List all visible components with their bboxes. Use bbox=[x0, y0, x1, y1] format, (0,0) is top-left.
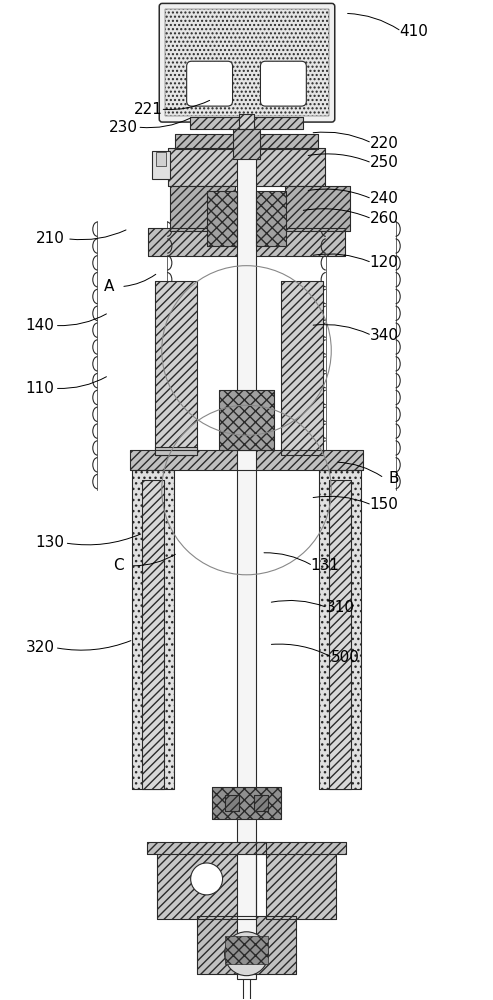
Bar bbox=[157, 844, 256, 919]
Text: 410: 410 bbox=[399, 24, 428, 39]
Bar bbox=[170, 186, 235, 231]
Bar bbox=[147, 842, 266, 854]
Circle shape bbox=[225, 932, 268, 976]
Bar bbox=[168, 148, 325, 186]
Bar bbox=[157, 844, 256, 919]
Text: 120: 120 bbox=[370, 255, 398, 270]
Text: 310: 310 bbox=[325, 600, 354, 615]
Bar bbox=[156, 152, 166, 166]
Bar bbox=[319, 470, 361, 789]
Bar bbox=[225, 795, 239, 811]
Bar bbox=[256, 842, 346, 854]
Bar bbox=[233, 129, 260, 159]
Bar bbox=[256, 191, 286, 246]
Bar bbox=[175, 134, 318, 149]
Bar bbox=[282, 281, 323, 455]
Bar bbox=[190, 117, 303, 129]
Text: 240: 240 bbox=[370, 191, 398, 206]
Bar bbox=[285, 186, 350, 231]
Bar bbox=[175, 134, 318, 149]
Text: 150: 150 bbox=[370, 497, 398, 512]
Bar bbox=[148, 228, 345, 256]
Bar bbox=[130, 450, 363, 470]
Bar bbox=[155, 447, 197, 455]
Bar bbox=[254, 795, 268, 811]
Bar bbox=[155, 281, 197, 455]
Text: 220: 220 bbox=[370, 136, 398, 151]
Text: 320: 320 bbox=[26, 640, 55, 655]
Text: 500: 500 bbox=[330, 650, 359, 665]
Bar bbox=[319, 470, 361, 789]
Text: B: B bbox=[389, 471, 399, 486]
Bar bbox=[285, 186, 350, 231]
Bar bbox=[237, 146, 256, 979]
Bar bbox=[142, 480, 164, 789]
Text: A: A bbox=[104, 279, 114, 294]
Bar bbox=[207, 191, 237, 246]
Circle shape bbox=[191, 863, 222, 895]
Bar bbox=[211, 787, 282, 819]
Bar bbox=[218, 390, 275, 450]
Text: 210: 210 bbox=[35, 231, 64, 246]
Text: 140: 140 bbox=[26, 318, 54, 333]
Bar bbox=[266, 844, 336, 919]
Bar bbox=[239, 114, 254, 129]
Text: 221: 221 bbox=[134, 102, 163, 117]
Text: 110: 110 bbox=[26, 381, 54, 396]
Text: C: C bbox=[113, 558, 124, 573]
Bar bbox=[132, 470, 174, 789]
Bar bbox=[132, 470, 174, 789]
Bar bbox=[329, 480, 351, 789]
Bar bbox=[155, 281, 197, 455]
Text: 340: 340 bbox=[370, 328, 399, 343]
Bar bbox=[148, 228, 345, 256]
Text: 250: 250 bbox=[370, 155, 398, 170]
Text: 230: 230 bbox=[109, 120, 138, 135]
Bar bbox=[225, 936, 268, 964]
Bar bbox=[218, 390, 275, 450]
Bar bbox=[147, 842, 266, 854]
Bar bbox=[254, 795, 268, 811]
Bar bbox=[282, 281, 323, 455]
FancyBboxPatch shape bbox=[260, 61, 306, 106]
Bar bbox=[266, 844, 336, 919]
Bar bbox=[130, 450, 363, 470]
Bar bbox=[239, 114, 254, 129]
Bar bbox=[211, 787, 282, 819]
Bar bbox=[142, 480, 164, 789]
Bar bbox=[207, 191, 237, 246]
Bar bbox=[256, 191, 286, 246]
FancyBboxPatch shape bbox=[159, 3, 335, 122]
FancyBboxPatch shape bbox=[187, 61, 233, 106]
Bar bbox=[225, 795, 239, 811]
Bar bbox=[256, 842, 346, 854]
Bar bbox=[170, 186, 235, 231]
Bar bbox=[168, 148, 325, 186]
Bar bbox=[190, 117, 303, 129]
Bar bbox=[329, 480, 351, 789]
Bar bbox=[197, 916, 296, 974]
Text: 260: 260 bbox=[370, 211, 399, 226]
Bar bbox=[152, 151, 170, 179]
Bar bbox=[165, 9, 329, 116]
Bar bbox=[197, 916, 296, 974]
Bar bbox=[233, 129, 260, 159]
Text: 131: 131 bbox=[311, 558, 340, 573]
Text: 130: 130 bbox=[35, 535, 65, 550]
